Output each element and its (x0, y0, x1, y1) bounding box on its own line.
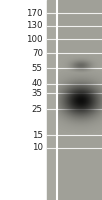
Bar (0, 0, 47, 200)
Text: 55: 55 (32, 64, 43, 73)
Text: 15: 15 (32, 131, 43, 140)
Text: 10: 10 (32, 144, 43, 152)
Text: 35: 35 (32, 88, 43, 98)
Text: 170: 170 (26, 8, 43, 18)
Text: 100: 100 (26, 34, 43, 44)
Text: 25: 25 (32, 105, 43, 114)
Text: 40: 40 (32, 79, 43, 88)
Bar (47, 0, 57, 200)
Text: 70: 70 (32, 48, 43, 58)
Bar (57, 0, 102, 200)
Text: 130: 130 (26, 21, 43, 30)
